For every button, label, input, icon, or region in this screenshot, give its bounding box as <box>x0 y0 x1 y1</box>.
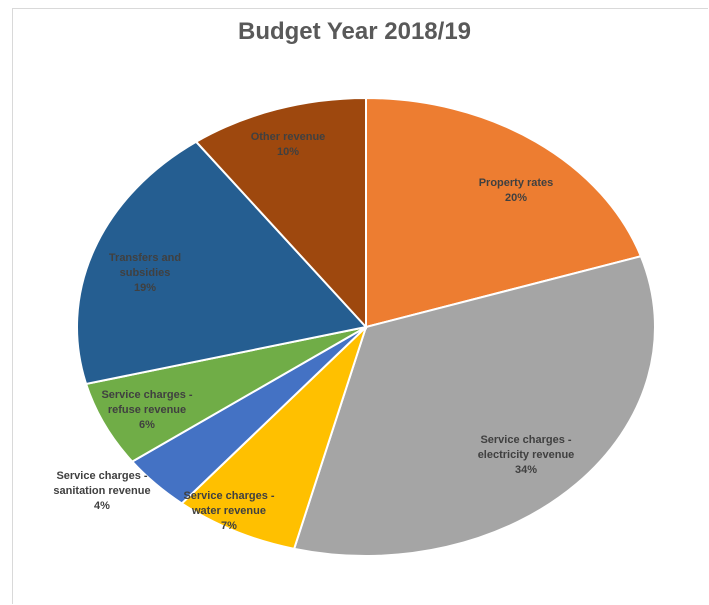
pie-slice <box>292 255 656 557</box>
slice-label: Property rates 20% <box>479 177 554 204</box>
slice-label: Other revenue 10% <box>251 131 326 158</box>
chart-title: Budget Year 2018/19 <box>237 18 472 45</box>
pie-slice <box>194 96 367 330</box>
chart-area <box>12 8 708 604</box>
pie-slice <box>365 96 643 329</box>
slice-label: Service charges -refuse revenue 6% <box>101 389 192 431</box>
pie-slice <box>76 140 368 386</box>
slice-label: Service charges -electricity revenue 34% <box>478 434 575 476</box>
pie-slice <box>180 326 367 550</box>
slice-label: Service charges -sanitation revenue 4% <box>53 470 150 512</box>
slice-label: Transfers and subsidies 19% <box>109 252 181 294</box>
slice-label: Service charges -water revenue 7% <box>183 490 274 532</box>
